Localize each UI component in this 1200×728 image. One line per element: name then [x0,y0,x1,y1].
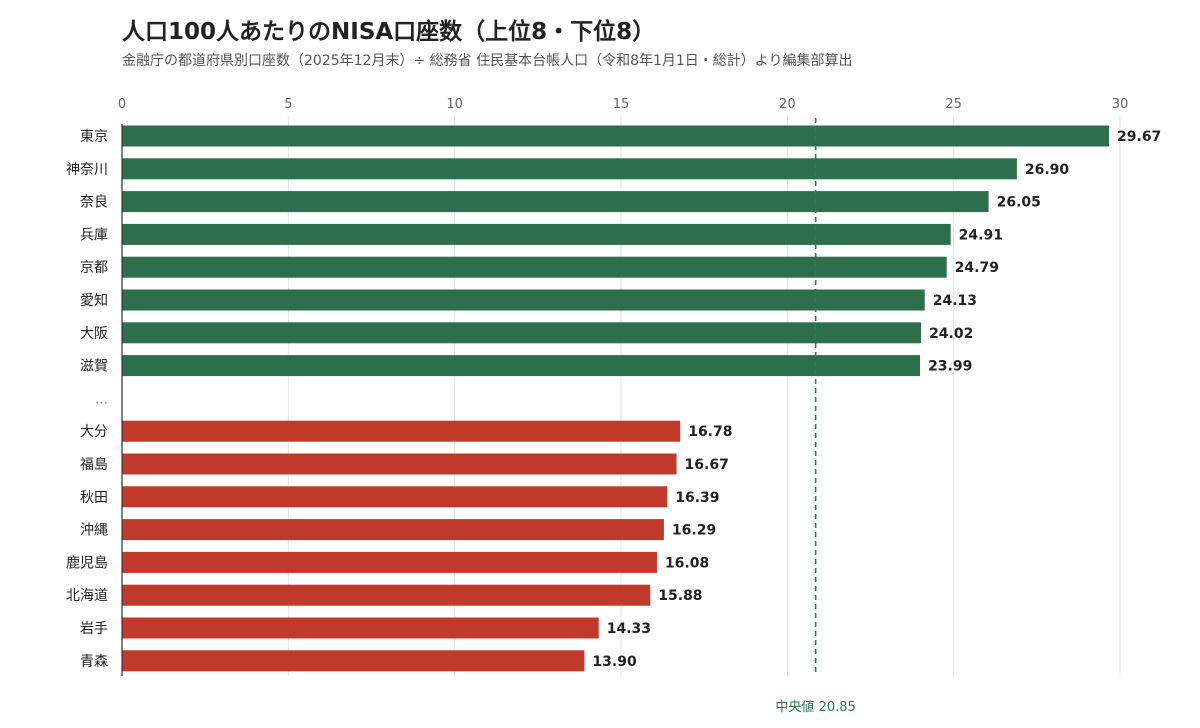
category-label: 沖縄 [80,523,108,539]
data-label: 16.39 [675,490,719,506]
bar [122,289,925,311]
category-label: 北海道 [66,588,108,604]
data-label: 13.90 [592,654,637,670]
category-label: 愛知 [80,292,108,309]
x-tick-label: 25 [945,97,962,112]
data-label: 23.99 [928,359,972,375]
category-separator: … [95,392,108,407]
median-label: 中央値 20.85 [775,699,855,715]
data-label: 24.91 [959,227,1003,243]
category-label: 福島 [80,457,108,473]
category-label: 秋田 [80,490,108,506]
x-tick-label: 10 [446,97,463,112]
category-label: 青森 [80,654,108,670]
bar [122,617,599,639]
category-label: 鹿児島 [66,554,108,571]
category-label: 京都 [80,260,108,276]
data-label: 16.67 [685,457,729,473]
bar [122,322,922,344]
bar [122,355,921,377]
data-label: 26.90 [1025,162,1070,178]
bar [122,584,651,606]
data-label: 16.78 [688,424,732,440]
category-label: 大分 [80,424,108,440]
chart-subtitle: 金融庁の都道府県別口座数（2025年12月末）÷ 総務省 住民基本台帳人口（令和… [122,53,853,69]
data-label: 16.08 [665,555,709,571]
data-label: 16.29 [672,523,716,539]
x-tick-label: 15 [613,97,630,112]
bar [122,453,677,475]
x-tick-label: 20 [779,97,796,112]
bar [122,256,947,278]
chart-title: 人口100人あたりのNISA口座数（上位8・下位8） [122,19,656,45]
category-label: 岩手 [80,621,108,637]
data-label: 24.02 [929,326,973,342]
data-label: 29.67 [1117,129,1161,145]
category-label: 奈良 [80,195,108,211]
bar [122,223,951,245]
category-label: 大阪 [80,326,108,342]
bar [122,486,668,508]
x-tick-label: 0 [118,97,126,112]
bar [122,519,664,541]
bar [122,158,1017,180]
data-label: 24.79 [955,260,999,276]
data-label: 26.05 [997,195,1041,211]
data-label: 15.88 [658,588,702,604]
category-label: 神奈川 [66,162,108,178]
category-label: 兵庫 [80,226,108,243]
bar [122,191,989,213]
x-tick-label: 5 [284,97,292,112]
category-label: 滋賀 [80,359,108,375]
bar [122,551,657,573]
x-tick-label: 30 [1112,97,1129,112]
bar [122,125,1110,147]
bar [122,650,585,672]
category-label: 東京 [80,129,108,145]
bar [122,420,681,442]
data-label: 24.13 [933,293,977,309]
data-label: 14.33 [607,621,651,637]
